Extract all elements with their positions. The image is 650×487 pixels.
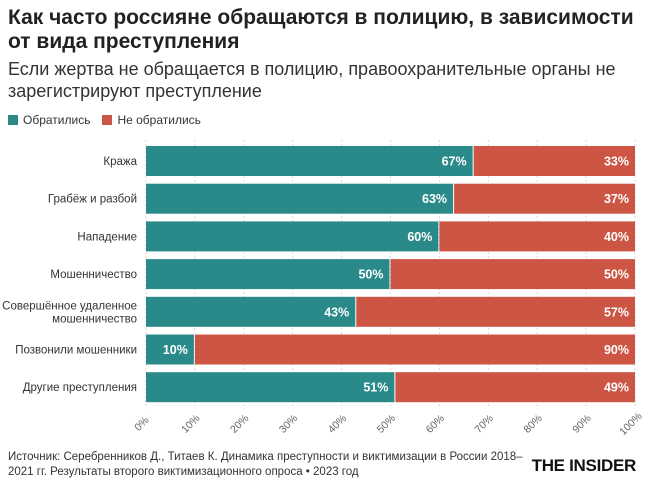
legend-item-not-reported: Не обратились	[102, 113, 201, 127]
bar-not-reported	[454, 183, 635, 214]
bar-not-reported	[395, 372, 635, 403]
x-tick-label: 10%	[179, 412, 202, 435]
value-label-reported: 51%	[363, 381, 388, 395]
bar-not-reported	[356, 296, 635, 327]
legend: Обратились Не обратились	[8, 113, 213, 127]
category-label-line: Кража	[103, 156, 137, 168]
value-label-not-reported: 90%	[604, 343, 629, 357]
category-label-line: Другие преступления	[23, 382, 137, 394]
value-label-not-reported: 50%	[604, 268, 629, 282]
category-label: Кража	[103, 156, 137, 168]
value-label-reported: 60%	[407, 230, 432, 244]
x-tick-label: 70%	[473, 412, 496, 435]
legend-item-reported: Обратились	[8, 113, 90, 127]
value-label-not-reported: 40%	[604, 230, 629, 244]
category-label: Грабёж и разбой	[48, 194, 137, 206]
category-label: Другие преступления	[23, 382, 137, 394]
category-label: Нападение	[77, 231, 137, 243]
bar-chart: 0% 10% 20% 30% 40% 50% 60% 70% 80% 90% 100% 67% 33% К…	[2, 140, 645, 438]
legend-label-not-reported: Не обратились	[117, 113, 201, 127]
category-label: Мошенничество	[50, 269, 137, 281]
value-label-reported: 67%	[442, 155, 467, 169]
category-label-line: Нападение	[77, 231, 137, 243]
x-tick-label: 100%	[617, 410, 644, 437]
x-tick-label: 0%	[132, 414, 151, 433]
category-label-line: Мошенничество	[50, 269, 137, 281]
x-tick-label: 50%	[375, 412, 398, 435]
x-tick-label: 80%	[521, 412, 544, 435]
source-note: Источник: Серебренников Д., Титаев К. Ди…	[8, 451, 523, 478]
x-tick-label: 40%	[326, 412, 349, 435]
bar-reported	[146, 146, 473, 176]
category-label: Позвонили мошенники	[15, 345, 137, 357]
value-label-reported: 10%	[163, 343, 188, 357]
value-label-not-reported: 49%	[604, 381, 629, 395]
x-tick-label: 30%	[277, 412, 300, 435]
legend-swatch-reported	[8, 115, 18, 125]
bar-reported	[146, 372, 395, 403]
bar-reported	[146, 221, 439, 252]
bar-not-reported	[439, 221, 635, 252]
bar-reported	[146, 183, 454, 214]
bar-reported	[146, 334, 194, 365]
value-label-not-reported: 37%	[604, 192, 629, 206]
category-label-line: мошенничество	[52, 313, 137, 325]
value-label-reported: 50%	[358, 268, 383, 282]
bar-reported	[146, 296, 356, 327]
bar-reported	[146, 259, 390, 290]
x-tick-label: 90%	[570, 412, 593, 435]
value-label-reported: 63%	[422, 192, 447, 206]
legend-swatch-not-reported	[102, 115, 113, 125]
category-label-line: Совершённое удаленное	[2, 300, 137, 312]
bar-not-reported	[390, 259, 635, 290]
value-label-not-reported: 33%	[604, 155, 629, 169]
value-label-reported: 43%	[324, 305, 349, 319]
x-tick-label: 60%	[424, 412, 447, 435]
bar-not-reported	[194, 334, 635, 365]
x-tick-label: 20%	[228, 412, 251, 435]
legend-label-reported: Обратились	[23, 113, 91, 127]
bar-not-reported	[473, 146, 635, 176]
chart-subtitle: Если жертва не обращается в полицию, пра…	[8, 59, 616, 101]
value-label-not-reported: 57%	[604, 305, 629, 319]
chart-title: Как часто россияне обращаются в полицию,…	[8, 6, 634, 53]
category-label-line: Позвонили мошенники	[15, 345, 137, 357]
category-label: Совершённое удаленное мошенничество	[2, 300, 137, 325]
brand-logo: THE INSIDER	[531, 456, 637, 475]
category-label-line: Грабёж и разбой	[48, 194, 137, 206]
